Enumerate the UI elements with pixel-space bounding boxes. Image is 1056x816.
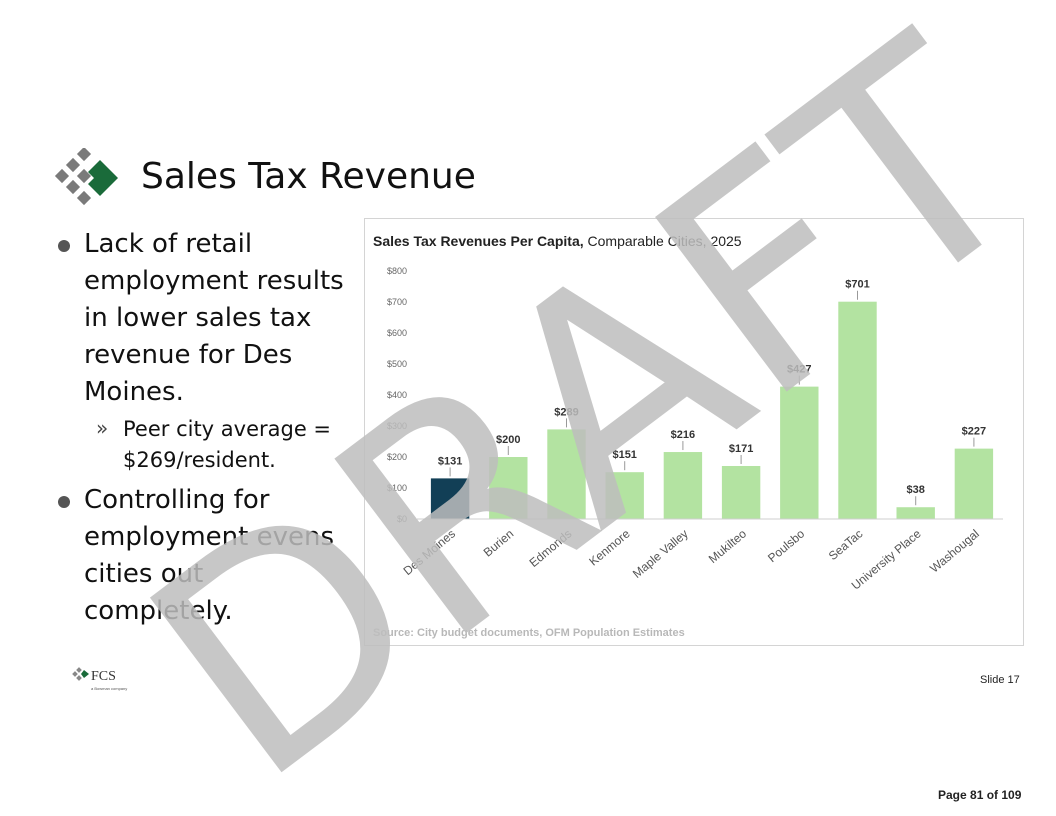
data-label: $171: [729, 443, 753, 455]
chart-title-regular: Comparable Cities, 2025: [584, 233, 742, 249]
bar-kenmore: [605, 472, 644, 519]
y-tick-label: $100: [387, 483, 407, 493]
x-tick-label: Washougal: [927, 527, 982, 576]
bar-burien: [489, 457, 528, 519]
slide-title: Sales Tax Revenue: [141, 156, 476, 197]
y-tick-label: $500: [387, 359, 407, 369]
y-tick-label: $400: [387, 390, 407, 400]
sales-tax-bar-chart: Sales Tax Revenues Per Capita, Comparabl…: [373, 233, 1003, 639]
sub-bullet-text: Peer city average = $269/resident.: [123, 417, 332, 472]
fcs-diamond-logo-icon: [54, 148, 118, 206]
fcs-logo-tagline: a Bowman company: [91, 686, 127, 691]
x-tick-label: Poulsbo: [765, 526, 807, 565]
chart-title-bold: Sales Tax Revenues Per Capita,: [373, 233, 584, 249]
chart-source: Source: City budget documents, OFM Popul…: [373, 627, 685, 639]
y-tick-label: $0: [397, 514, 407, 524]
bullet-list: Lack of retail employment results in low…: [58, 226, 348, 630]
bullet-dot-icon: [58, 240, 70, 252]
page-number: Page 81 of 109: [938, 788, 1022, 802]
x-tick-label: Kenmore: [586, 526, 633, 568]
data-label: $227: [962, 426, 986, 438]
bullet-text: Controlling for employment evens cities …: [84, 485, 335, 626]
y-tick-label: $700: [387, 297, 407, 307]
chevron-double-right-icon: »: [96, 416, 109, 440]
fcs-footer-logo: FCS a Bowman company: [72, 667, 127, 691]
bar-des-moines: [430, 478, 470, 519]
data-label: $131: [438, 455, 462, 467]
bar-mukilteo: [721, 465, 761, 519]
x-tick-label: Mukilteo: [706, 526, 749, 566]
chart-frame: Sales Tax Revenues Per Capita, Comparabl…: [364, 218, 1024, 646]
data-label: $289: [554, 406, 578, 418]
x-tick-label: SeaTac: [826, 527, 866, 563]
bar-washougal: [954, 448, 994, 519]
x-tick-label: Edmonds: [527, 527, 575, 570]
svg-text:Sales Tax Revenues Per Capita: Sales Tax Revenues Per Capita, Comparabl…: [373, 233, 742, 249]
y-tick-label: $800: [387, 266, 407, 276]
data-label: $216: [671, 429, 695, 441]
data-label: $38: [907, 484, 925, 496]
bar-maple-valley: [663, 452, 703, 519]
fcs-logo-text: FCS: [91, 669, 116, 684]
data-label: $427: [787, 364, 811, 376]
x-tick-label: Des Moines: [400, 527, 458, 578]
bullet-item: Controlling for employment evens cities …: [58, 482, 348, 630]
slide-number: Slide 17: [980, 674, 1020, 686]
bar-seatac: [838, 301, 877, 519]
y-tick-label: $200: [387, 452, 407, 462]
bar-poulsbo: [780, 386, 819, 519]
bullet-item: Lack of retail employment results in low…: [58, 226, 348, 411]
sub-bullet-item: » Peer city average = $269/resident.: [58, 414, 348, 476]
data-label: $701: [845, 279, 869, 291]
bullet-text: Lack of retail employment results in low…: [84, 229, 344, 407]
bullet-dot-icon: [58, 496, 70, 508]
bar-edmonds: [547, 429, 586, 519]
y-tick-label: $600: [387, 328, 407, 338]
data-label: $151: [612, 449, 636, 461]
data-label: $200: [496, 434, 520, 446]
x-tick-label: Maple Valley: [630, 527, 691, 581]
y-tick-label: $300: [387, 421, 407, 431]
bar-university-place: [896, 507, 935, 519]
x-tick-label: Burien: [481, 527, 517, 560]
